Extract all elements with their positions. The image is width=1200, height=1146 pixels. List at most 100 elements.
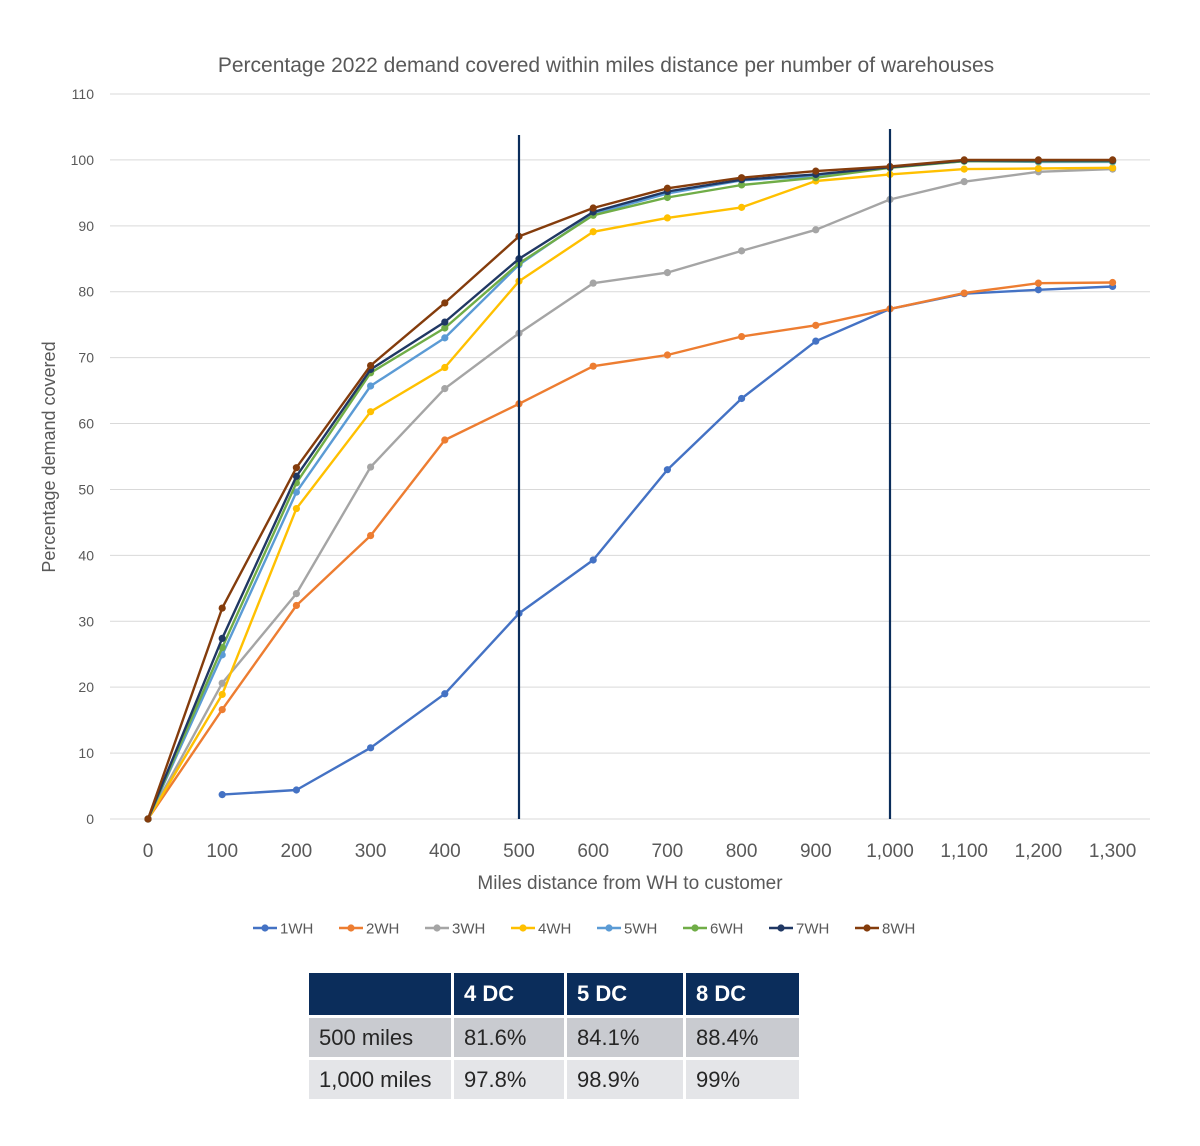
data-point (663, 184, 672, 192)
data-point (1034, 286, 1042, 294)
x-tick-label: 800 (726, 841, 758, 862)
data-point (738, 203, 746, 211)
x-tick-labels: 0 100 200 300 400 500 600 700 800 900 1,000 1,100 1,… (143, 841, 1137, 862)
data-point (292, 472, 300, 480)
legend-label: 1WH (280, 921, 313, 938)
data-point (812, 226, 820, 234)
data-point (367, 531, 375, 540)
series-line (147, 281, 1113, 820)
series-line (146, 159, 1113, 820)
table-cell: 99% (686, 1057, 799, 1099)
data-point (441, 299, 449, 307)
legend-item: 4WH (511, 921, 571, 938)
data-point (292, 589, 300, 598)
data-point (663, 214, 672, 222)
data-point (218, 604, 226, 612)
data-point (367, 408, 375, 416)
table-header-cell: 5 DC (567, 973, 686, 1015)
data-point (663, 351, 672, 359)
x-tick-label: 900 (800, 841, 832, 862)
x-tick-label: 300 (355, 841, 387, 862)
x-tick-label: 1,000 (866, 841, 914, 862)
legend-item: 1WH (253, 921, 313, 938)
data-point (218, 690, 226, 699)
y-axis-label: Percentage demand covered (39, 341, 59, 572)
table-header-cell: 4 DC (454, 973, 567, 1015)
table-cell: 88.4% (686, 1015, 799, 1057)
series-1wh (218, 282, 1117, 799)
x-tick-label: 700 (652, 841, 684, 862)
series-2wh (144, 278, 1117, 823)
reference-lines (517, 129, 892, 819)
data-point (1034, 279, 1042, 287)
data-point (441, 690, 449, 698)
x-tick-label: 1,200 (1015, 841, 1063, 862)
data-point (663, 466, 672, 474)
data-point (441, 363, 449, 372)
series-8wh (144, 156, 1117, 823)
legend-item: 5WH (597, 921, 657, 938)
legend-item: 7WH (769, 921, 829, 938)
table-header-cell: 8 DC (686, 973, 799, 1015)
data-point (441, 318, 449, 326)
data-point (738, 174, 746, 182)
series-line (146, 158, 1113, 820)
legend-marker (261, 924, 269, 932)
data-point (738, 181, 746, 189)
table-cell: 97.8% (454, 1057, 567, 1099)
legend-marker (433, 924, 441, 932)
y-tick-label: 100 (71, 152, 95, 168)
x-tick-label: 400 (429, 841, 461, 862)
data-point (441, 324, 449, 332)
data-point (960, 289, 968, 297)
data-point (1034, 156, 1042, 164)
data-point (367, 361, 375, 370)
table-cell: 1,000 miles (309, 1057, 454, 1099)
series-line (222, 285, 1113, 796)
data-point (1109, 278, 1117, 287)
legend-marker (691, 924, 699, 932)
table-header-row: 4 DC 5 DC 8 DC (309, 973, 799, 1015)
legend-label: 6WH (710, 921, 743, 938)
y-tick-label: 10 (78, 745, 94, 761)
legend-item: 8WH (855, 921, 915, 938)
table-row: 500 miles 81.6% 84.1% 88.4% (309, 1015, 799, 1057)
x-tick-label: 1,300 (1089, 841, 1137, 862)
x-tick-label: 100 (206, 841, 238, 862)
legend-item: 2WH (339, 921, 399, 938)
data-point (367, 463, 375, 471)
data-point (1109, 164, 1117, 172)
data-point (441, 385, 449, 393)
data-point (960, 165, 968, 173)
legend-label: 8WH (882, 921, 915, 938)
data-point (292, 601, 300, 610)
legend-marker (605, 924, 613, 932)
x-axis-label: Miles distance from WH to customer (477, 873, 783, 894)
y-tick-label: 40 (78, 547, 94, 563)
data-point (960, 178, 968, 186)
y-tick-label: 110 (72, 86, 95, 102)
legend-label: 7WH (796, 921, 829, 938)
data-point (1034, 164, 1042, 173)
series-lines (144, 156, 1117, 823)
legend-marker (863, 924, 871, 932)
y-tick-label: 90 (78, 218, 94, 234)
y-tick-label: 70 (78, 350, 94, 366)
table-header-cell (309, 973, 454, 1015)
data-point (738, 247, 746, 255)
y-tick-label: 0 (86, 811, 94, 827)
summary-table: 4 DC 5 DC 8 DC 500 miles 81.6% 84.1% 88.… (309, 973, 799, 1099)
data-point (960, 156, 968, 164)
data-point (218, 705, 226, 714)
data-point (292, 786, 300, 794)
legend-marker (777, 924, 785, 932)
data-point (812, 337, 820, 345)
legend-item: 6WH (683, 921, 743, 938)
y-tick-labels: 0 10 20 30 40 50 60 70 80 90 100 110 (71, 86, 95, 827)
data-point (589, 556, 597, 564)
x-tick-label: 0 (143, 841, 154, 862)
legend-marker (519, 924, 527, 932)
x-tick-label: 200 (281, 841, 313, 862)
data-point (367, 744, 375, 752)
table-cell: 98.9% (567, 1057, 686, 1099)
